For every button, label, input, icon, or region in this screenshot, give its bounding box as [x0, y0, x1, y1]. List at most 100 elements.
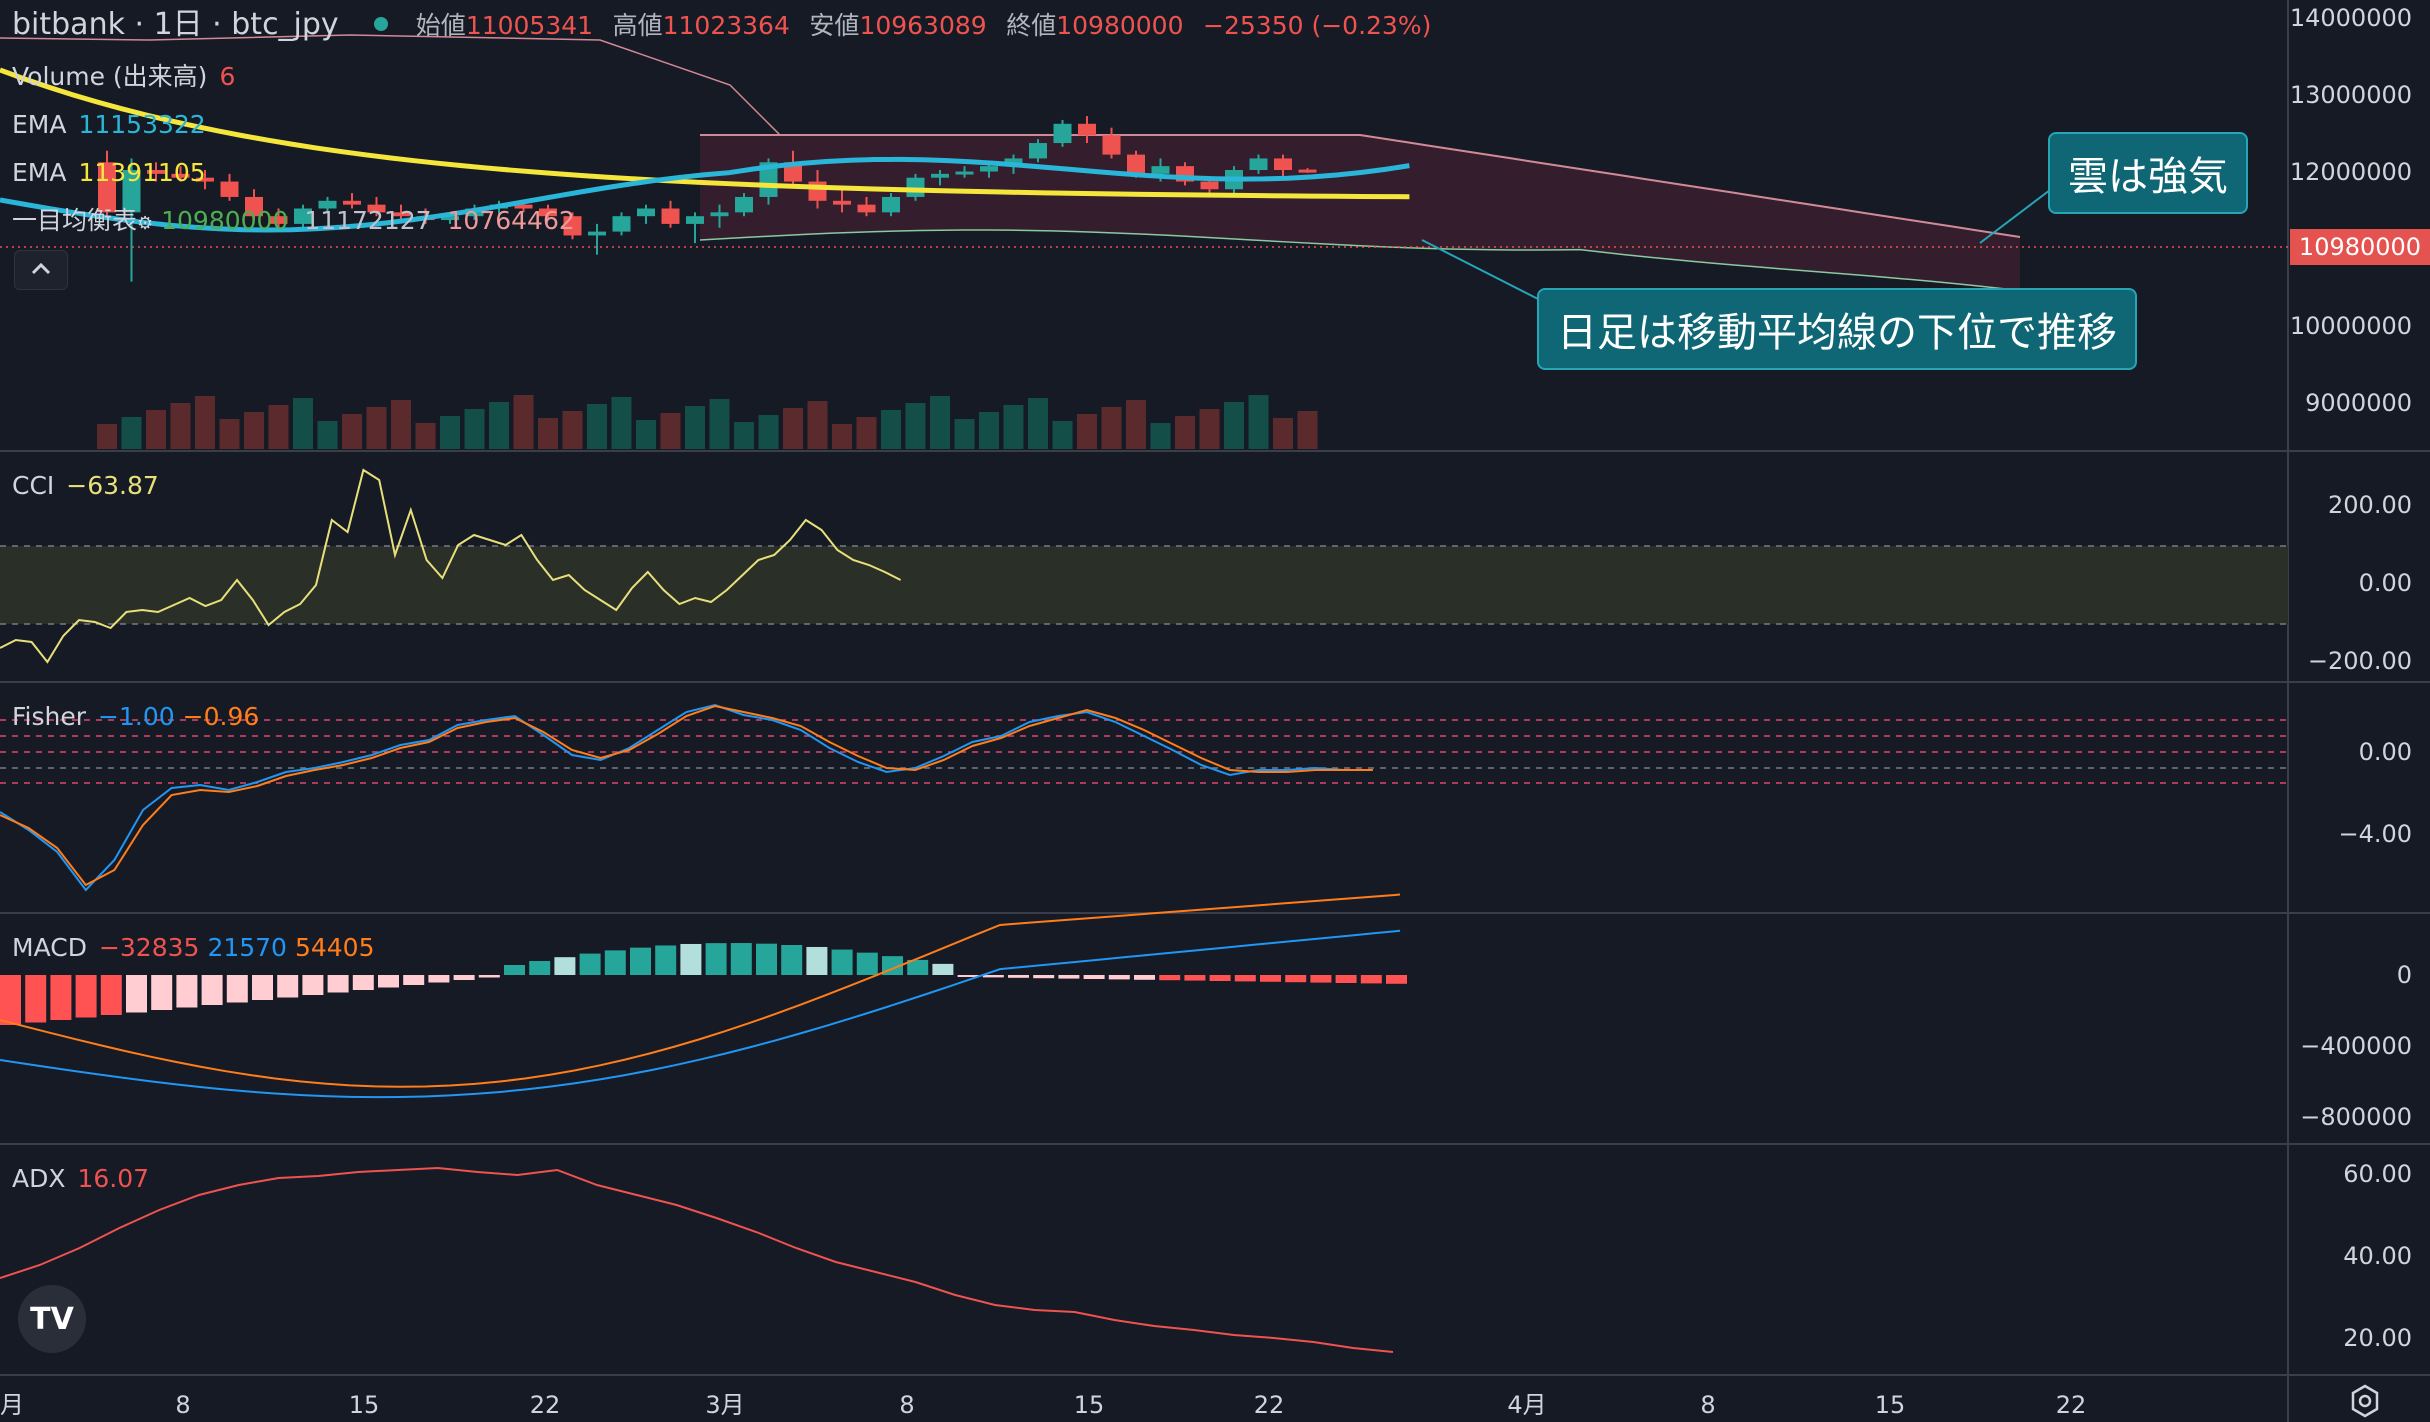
fisher-value-1: −1.00 — [98, 702, 175, 731]
ichimoku-settings-icon[interactable]: ⚙ — [137, 213, 154, 234]
close-label: 終値 — [1006, 11, 1057, 40]
volume-bar — [97, 424, 117, 449]
candle-body — [220, 181, 239, 197]
macd-histogram-bar — [730, 943, 752, 975]
volume-bar — [1150, 423, 1171, 449]
candle-body — [294, 208, 312, 224]
macd-histogram-bar — [126, 975, 147, 1013]
macd-histogram-bar — [25, 975, 47, 1023]
gear-icon[interactable] — [2348, 1384, 2382, 1418]
cci-tick-label: 200.00 — [2328, 491, 2412, 519]
svg-text:TV: TV — [30, 1302, 74, 1337]
macd-label: MACD — [12, 933, 87, 962]
low-value: 10963089 — [859, 11, 987, 40]
callout-cloud[interactable]: 雲は強気 — [2048, 132, 2248, 214]
legend-ichimoku[interactable]: 一目均衡表⚙ 10980000 11172127 10764462 — [12, 206, 575, 239]
volume-bar — [1077, 414, 1097, 449]
market-status-icon — [374, 17, 389, 31]
macd-histogram-bar — [327, 975, 349, 993]
macd-histogram-bar — [529, 961, 551, 975]
collapse-legend-button[interactable] — [14, 250, 68, 290]
time-tick-label: 22 — [2056, 1391, 2087, 1419]
fisher-tick-label: 0.00 — [2359, 738, 2412, 766]
macd-histogram-bar — [1134, 975, 1155, 980]
macd-histogram-bar — [982, 975, 1004, 978]
volume-bar — [1297, 411, 1318, 449]
volume-bar — [440, 416, 460, 449]
candle-body — [147, 170, 165, 174]
ema2-value: 11391105 — [78, 158, 206, 187]
candle-body — [563, 216, 582, 236]
macd-legend[interactable]: MACD −32835 21570 54405 — [12, 933, 375, 962]
ichimoku-span-b-past — [0, 34, 2021, 238]
ichimoku-label: 一目均衡表 — [12, 206, 138, 235]
ichimoku-span-a — [699, 229, 2021, 292]
fisher-value-2: −0.96 — [182, 702, 260, 731]
candle-body — [857, 204, 876, 213]
candle-body — [637, 208, 655, 217]
macd-histogram-bar — [1033, 975, 1055, 979]
legend-ema-1[interactable]: EMA 11153322 — [12, 110, 206, 140]
candle-body — [1053, 123, 1072, 144]
macd-histogram-bar — [680, 943, 702, 975]
macd-histogram-bar — [856, 952, 878, 975]
macd-histogram-bar — [1310, 975, 1332, 983]
legend-volume[interactable]: Volume (出来高) 6 — [12, 62, 235, 92]
macd-histogram-bar — [781, 944, 803, 975]
macd-histogram-bar — [655, 945, 677, 975]
close-value: 10980000 — [1056, 11, 1184, 40]
fisher-legend[interactable]: Fisher −1.00 −0.96 — [12, 702, 259, 731]
macd-value-3: 54405 — [294, 933, 375, 962]
candle-body — [1274, 158, 1292, 170]
macd-histogram-bar — [1360, 975, 1382, 984]
macd-histogram-bar — [100, 975, 122, 1015]
macd-histogram-bar — [428, 975, 450, 983]
macd-histogram-bar — [806, 946, 828, 975]
macd-histogram-bar — [151, 975, 173, 1010]
candle-body — [1249, 158, 1268, 170]
time-tick-label: 8 — [899, 1391, 914, 1419]
legend-ema-2[interactable]: EMA 11391105 — [12, 158, 206, 188]
callout-daily[interactable]: 日足は移動平均線の下位で推移 — [1537, 288, 2137, 370]
volume-bar — [1248, 395, 1269, 449]
volume-bar — [1126, 400, 1146, 449]
adx-legend[interactable]: ADX 16.07 — [12, 1164, 149, 1193]
macd-histogram-bar — [1159, 975, 1181, 981]
macd-signal-line — [0, 893, 1401, 1088]
volume-bar — [783, 408, 803, 449]
volume-bar — [342, 414, 362, 449]
volume-bar — [415, 423, 436, 449]
macd-line — [0, 929, 1401, 1099]
candle-body — [318, 200, 337, 209]
volume-bar — [856, 417, 877, 449]
macd-histogram-bar — [756, 943, 777, 975]
ichimoku-value-1: 10980000 — [161, 206, 289, 235]
volume-bar — [611, 397, 632, 449]
volume-bar — [293, 398, 313, 449]
volume-bar — [1224, 402, 1244, 449]
candle-body — [1298, 169, 1317, 173]
macd-histogram-bar — [630, 947, 651, 975]
ema-long-line — [0, 67, 1410, 200]
chevron-up-icon — [31, 262, 51, 275]
volume-bar — [905, 403, 926, 449]
cci-label: CCI — [12, 471, 55, 500]
symbol-label[interactable]: bitbank · 1日 · btc_jpy — [12, 7, 339, 42]
cci-tick-label: −200.00 — [2308, 647, 2412, 675]
macd-histogram-bar — [957, 975, 979, 977]
candle-body — [661, 208, 680, 224]
cci-legend[interactable]: CCI −63.87 — [12, 471, 159, 500]
macd-histogram-bar — [907, 959, 929, 975]
adx-tick-label: 60.00 — [2343, 1160, 2412, 1188]
macd-histogram-bar — [1234, 975, 1256, 982]
volume-bar — [685, 406, 705, 449]
price-tick-label: 12000000 — [2290, 158, 2412, 186]
macd-histogram-bar — [302, 975, 324, 995]
macd-histogram-bar — [201, 975, 223, 1005]
macd-histogram-bar — [75, 975, 97, 1018]
tradingview-logo[interactable]: TV — [18, 1285, 86, 1353]
ichimoku-value-3: 10764462 — [447, 206, 575, 235]
macd-histogram-bar — [1108, 975, 1130, 980]
price-tick-label: 14000000 — [2290, 4, 2412, 32]
